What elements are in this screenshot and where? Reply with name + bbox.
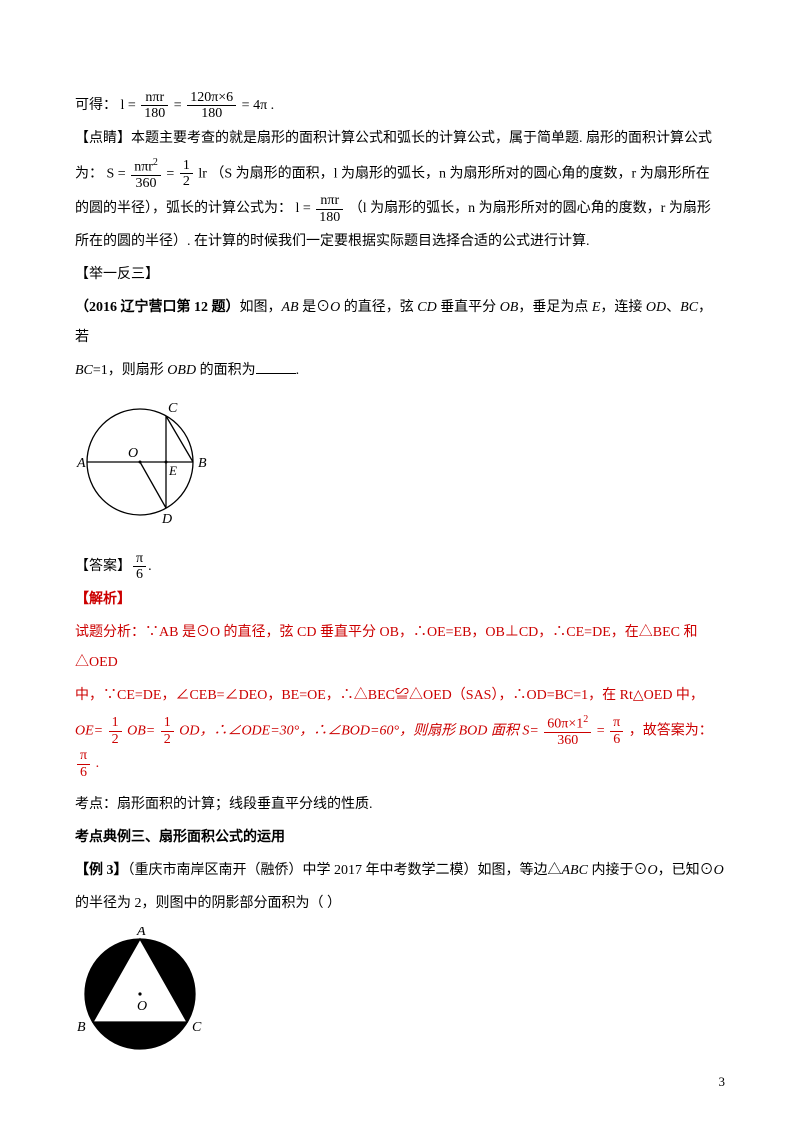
circle-diagram-2: A B C O	[75, 927, 725, 1070]
topic-line: 考点：扇形面积的计算；线段垂直平分线的性质.	[75, 790, 725, 821]
solution-line3: OE= 12 OB= 12 OD，∴∠ODE=30°，∴∠BOD=60°，则扇形…	[75, 714, 725, 780]
solution-line2: 中，∵CE=DE，∠CEB=∠DEO，BE=OE，∴△BEC≌△OED（SAS）…	[75, 681, 725, 712]
example-1-line1: （2016 辽宁营口第 12 题）如图，AB 是⊙O 的直径，弦 CD 垂直平分…	[75, 293, 725, 355]
equation-3: 的圆的半径），弧长的计算公式为： l = nπr180 （l 为扇形的弧长，n …	[75, 193, 725, 225]
svg-text:C: C	[168, 401, 178, 416]
equation-1: 可得： l = nπr180 = 120π×6180 = 4π .	[75, 90, 725, 122]
commentary-1: 【点睛】本题主要考查的就是扇形的面积计算公式和弧长的计算公式，属于简单题. 扇形…	[75, 124, 725, 155]
svg-text:B: B	[77, 1020, 86, 1035]
commentary-2: 所在的圆的半径）. 在计算的时候我们一定要根据实际题目选择合适的公式进行计算.	[75, 227, 725, 258]
svg-text:A: A	[76, 456, 86, 471]
solution-line1: 试题分析：∵AB 是⊙O 的直径，弦 CD 垂直平分 OB，∴OE=EB，OB⊥…	[75, 618, 725, 680]
svg-text:A: A	[136, 927, 146, 939]
equation-2: 为： S = nπr2360 = 12 lr （S 为扇形的面积，l 为扇形的弧…	[75, 157, 725, 191]
answer-line: 【答案】π6.	[75, 551, 725, 583]
svg-text:B: B	[198, 456, 207, 471]
example-3-line2: 的半径为 2，则图中的阴影部分面积为（ ）	[75, 889, 725, 920]
example-1-line2: BC=1，则扇形 OBD 的面积为.	[75, 356, 725, 387]
svg-text:D: D	[161, 512, 172, 527]
page-number: 3	[719, 1068, 726, 1097]
heading-example-3: 考点典例三、扇形面积公式的运用	[75, 823, 725, 854]
svg-text:O: O	[137, 999, 147, 1014]
svg-text:O: O	[128, 446, 138, 461]
svg-text:C: C	[192, 1020, 202, 1035]
heading-analysis: 【解析】	[75, 585, 725, 616]
svg-text:E: E	[168, 463, 177, 478]
circle-diagram-1: A B C D O E	[75, 395, 725, 543]
heading-variant: 【举一反三】	[75, 260, 725, 291]
example-3-line1: 【例 3】（重庆市南岸区南开（融侨）中学 2017 年中考数学二模）如图，等边△…	[75, 856, 725, 887]
